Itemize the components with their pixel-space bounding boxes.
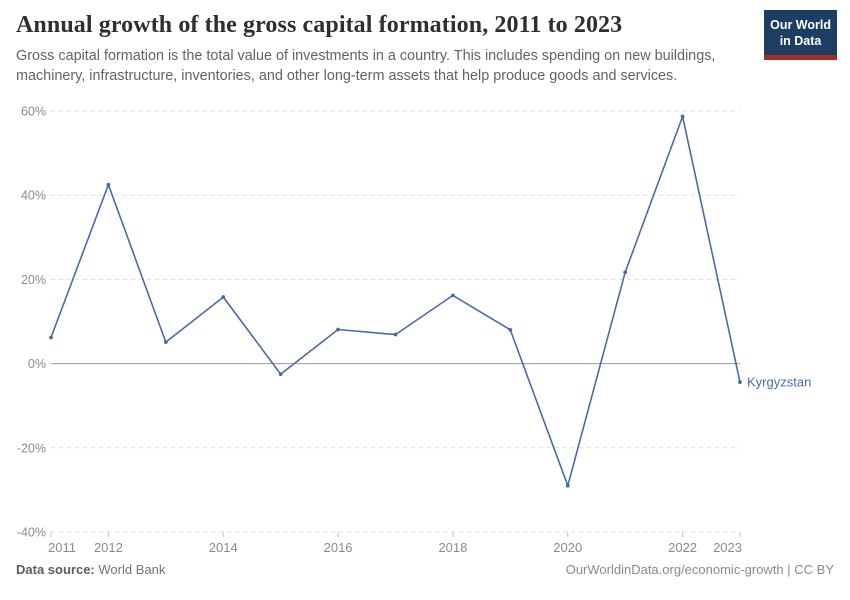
x-axis-label: 2022	[668, 540, 697, 555]
data-source: Data source: World Bank	[16, 562, 165, 577]
chart-header: Annual growth of the gross capital forma…	[16, 12, 768, 87]
data-source-value: World Bank	[98, 562, 166, 577]
owid-logo: Our World in Data	[764, 10, 837, 60]
x-axis-label: 2012	[94, 540, 123, 555]
data-point	[738, 380, 742, 385]
x-axis-label: 2014	[209, 540, 238, 555]
data-point	[336, 327, 340, 332]
data-line-kyrgyzstan	[50, 115, 741, 487]
x-axis-label: 2023	[713, 540, 742, 555]
data-point	[49, 335, 53, 340]
y-axis-label: 0%	[28, 357, 46, 371]
x-axis-label: 2018	[438, 540, 467, 555]
x-axis-label: 2020	[553, 540, 582, 555]
footer-citation-link[interactable]: OurWorldinData.org/economic-growth | CC …	[565, 562, 834, 577]
data-point	[451, 293, 455, 298]
data-point	[163, 340, 168, 345]
chart-subtitle: Gross capital formation is the total val…	[16, 48, 716, 85]
data-source-label: Data source:	[16, 562, 95, 577]
data-point	[680, 114, 685, 119]
data-point	[393, 332, 398, 337]
page-title: Annual growth of the gross capital forma…	[16, 12, 623, 38]
data-point	[565, 483, 570, 488]
owid-logo-line2: in Data	[779, 34, 822, 49]
y-axis-label: 60%	[21, 105, 46, 119]
owid-logo-line1: Our World	[770, 18, 831, 32]
data-point	[623, 270, 628, 275]
y-axis-label: -20%	[17, 441, 46, 455]
chart-canvas: 60% 40% 20% 0% -20% -40%2011 2012 2014 2016 2018 2…	[17, 105, 812, 556]
entity-label: Kyrgyzstan	[747, 375, 811, 390]
y-axis-label: 20%	[21, 273, 46, 287]
data-point	[508, 328, 513, 332]
y-axis-label: 40%	[21, 189, 46, 203]
x-axis-label: 2011	[48, 540, 76, 555]
data-point	[278, 372, 283, 377]
chart-footer: Data source: World Bank OurWorldinData.o…	[16, 562, 834, 577]
y-axis-label: -40%	[17, 526, 46, 540]
data-point	[221, 295, 226, 299]
data-point	[106, 182, 111, 187]
x-axis-label: 2016	[324, 540, 353, 555]
